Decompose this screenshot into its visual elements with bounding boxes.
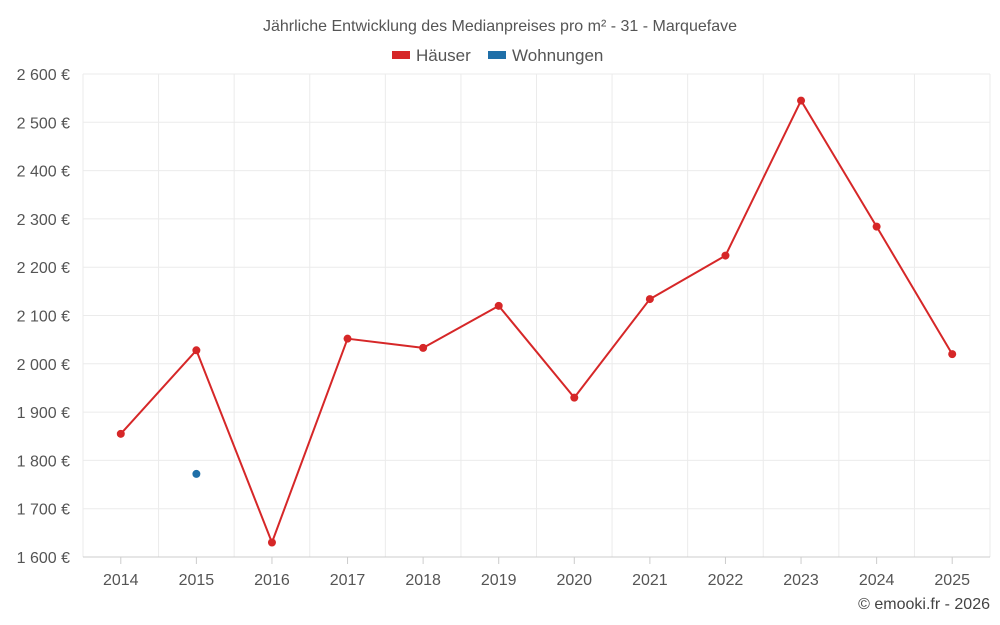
y-tick-label: 2 600 € xyxy=(17,67,70,84)
data-point-haeuser xyxy=(494,301,503,310)
data-point-haeuser xyxy=(343,334,352,343)
legend-label: Häuser xyxy=(416,46,471,65)
y-axis: 1 600 € 1 700 € 1 800 € 1 900 € 2 000 € 2 100… xyxy=(17,67,70,567)
x-tick-label: 2021 xyxy=(632,572,668,589)
legend-swatch xyxy=(488,51,506,59)
legend-item-haeuser: Häuser xyxy=(392,46,471,65)
x-tick-label: 2015 xyxy=(179,572,215,589)
data-point-haeuser xyxy=(116,429,125,438)
gridlines xyxy=(82,73,991,558)
x-tick-label: 2025 xyxy=(934,572,970,589)
data-point-haeuser xyxy=(872,222,881,231)
chart-title: Jährliche Entwicklung des Medianpreises … xyxy=(263,18,737,35)
y-tick-label: 2 200 € xyxy=(17,260,70,277)
series-line-haeuser xyxy=(120,99,954,544)
data-point-haeuser xyxy=(267,538,276,547)
x-tick-label: 2023 xyxy=(783,572,819,589)
y-tick-label: 1 600 € xyxy=(17,550,70,567)
x-tick-label: 2017 xyxy=(330,572,366,589)
y-tick-label: 2 000 € xyxy=(17,357,70,374)
legend: Häuser Wohnungen xyxy=(392,46,603,65)
data-point-haeuser xyxy=(721,251,730,260)
x-axis: 2014 2015 2016 2017 2018 2019 2020 2021 2022 2023… xyxy=(83,556,990,589)
y-tick-label: 2 100 € xyxy=(17,309,70,326)
y-tick-label: 1 800 € xyxy=(17,453,70,470)
x-tick-label: 2020 xyxy=(556,572,592,589)
legend-item-wohnungen: Wohnungen xyxy=(488,46,603,65)
plot-area xyxy=(116,96,957,547)
data-point-haeuser xyxy=(645,295,654,304)
data-point-haeuser xyxy=(948,350,957,359)
y-tick-label: 2 400 € xyxy=(17,164,70,181)
x-tick-label: 2014 xyxy=(103,572,139,589)
data-point-haeuser xyxy=(570,393,579,402)
x-tick-label: 2022 xyxy=(708,572,744,589)
data-point-haeuser xyxy=(419,343,428,352)
legend-label: Wohnungen xyxy=(512,46,603,65)
x-tick-label: 2016 xyxy=(254,572,290,589)
x-tick-label: 2019 xyxy=(481,572,517,589)
data-point-haeuser xyxy=(797,96,806,105)
credit-text: © emooki.fr - 2026 xyxy=(858,596,990,613)
y-tick-label: 2 500 € xyxy=(17,115,70,132)
y-tick-label: 2 300 € xyxy=(17,212,70,229)
y-tick-label: 1 900 € xyxy=(17,405,70,422)
legend-swatch xyxy=(392,51,410,59)
y-tick-label: 1 700 € xyxy=(17,502,70,519)
x-tick-label: 2024 xyxy=(859,572,895,589)
x-tick-label: 2018 xyxy=(405,572,441,589)
data-point-haeuser xyxy=(192,346,201,355)
data-point-wohnungen xyxy=(192,469,201,478)
